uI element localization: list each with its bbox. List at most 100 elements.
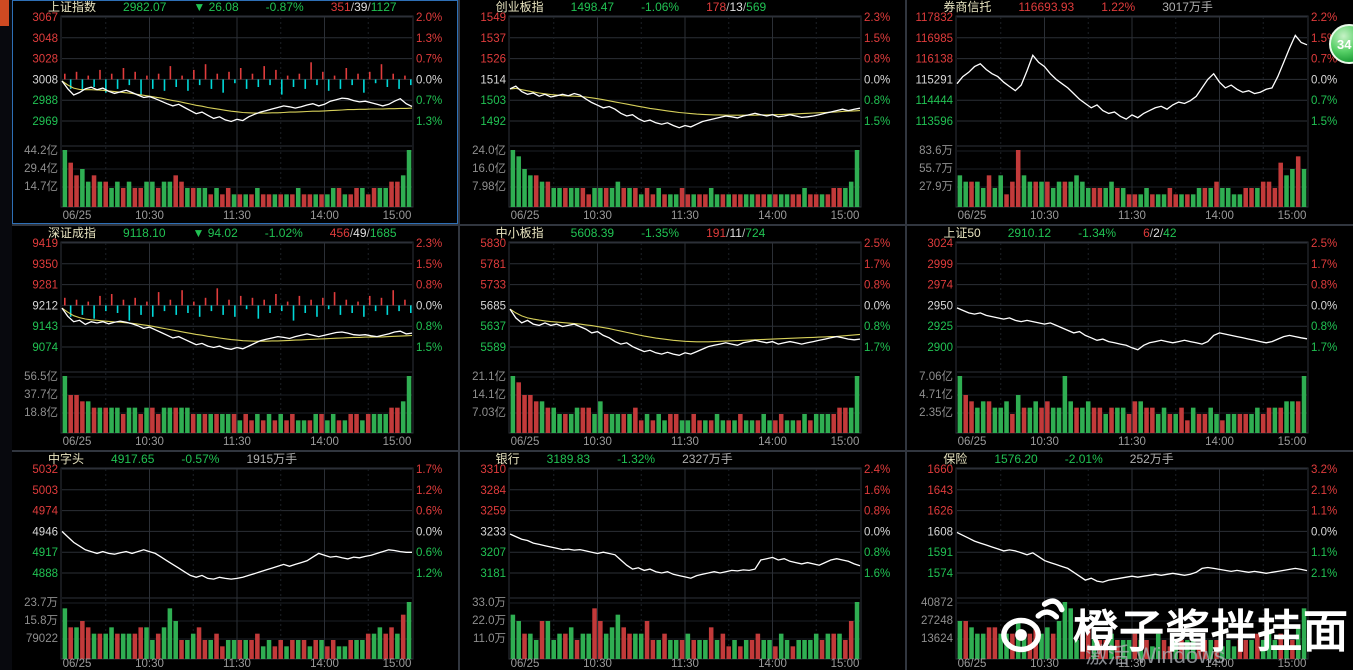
index-name: 中字头 — [48, 452, 85, 466]
svg-text:15:00: 15:00 — [830, 436, 859, 448]
intraday-chart: 1549 1537 1526 1514 1503 1492 2.3% 1.5% 0.8% 0.0%… — [472, 12, 890, 222]
svg-text:2999: 2999 — [928, 259, 954, 271]
index-panel[interactable]: 上证50 2910.12 -1.34% 6/2/42 3024 2999 2974 2950… — [907, 226, 1353, 450]
svg-text:2969: 2969 — [32, 116, 58, 128]
avg-line — [61, 307, 413, 342]
svg-text:3207: 3207 — [480, 547, 506, 559]
index-panel[interactable]: 创业板指 1498.47 -1.06% 178/13/569 1549 1537 1526… — [459, 0, 906, 224]
svg-text:06/25: 06/25 — [63, 436, 92, 448]
grid-lines — [955, 15, 1309, 208]
svg-text:3259: 3259 — [480, 506, 506, 518]
svg-text:21.1亿: 21.1亿 — [472, 370, 506, 383]
svg-text:14.7亿: 14.7亿 — [24, 180, 58, 193]
price-line — [957, 307, 1308, 351]
last-price: 1576.20 — [994, 452, 1038, 466]
grid-lines — [955, 467, 1309, 660]
svg-text:23.7万: 23.7万 — [24, 597, 58, 609]
svg-text:10:30: 10:30 — [135, 210, 164, 222]
price-line — [509, 85, 860, 129]
volume-bars — [62, 150, 412, 207]
svg-text:0.0%: 0.0% — [864, 74, 890, 86]
svg-text:10:30: 10:30 — [135, 658, 164, 670]
svg-text:11:30: 11:30 — [223, 210, 251, 222]
svg-text:55.7万: 55.7万 — [919, 163, 953, 175]
floating-ball-badge[interactable]: 34 — [1329, 24, 1353, 64]
watermark: 橙子酱拌挂面 — [997, 595, 1349, 660]
svg-text:9350: 9350 — [32, 259, 58, 271]
index-panel[interactable]: 深证成指 9118.10 ▼ 94.02 -1.02% 456/49/1685 9419… — [12, 226, 458, 450]
last-price: 116693.93 — [1018, 0, 1075, 14]
breadth: 456/49/1685 — [329, 226, 397, 240]
panel-header: 深证成指 9118.10 ▼ 94.02 -1.02% 456/49/1685 — [12, 226, 458, 241]
weibo-icon — [997, 596, 1065, 659]
svg-text:9212: 9212 — [32, 300, 58, 312]
svg-text:0.8%: 0.8% — [864, 547, 890, 559]
svg-text:1549: 1549 — [480, 12, 506, 24]
index-name: 上证指数 — [48, 0, 97, 14]
svg-text:5733: 5733 — [480, 280, 506, 292]
svg-text:10:30: 10:30 — [583, 210, 612, 222]
panel-header: 创业板指 1498.47 -1.06% 178/13/569 — [460, 0, 906, 15]
svg-text:1591: 1591 — [928, 547, 954, 559]
panel-header: 银行 3189.83 -1.32% 2327万手 — [460, 452, 906, 467]
last-price: 9118.10 — [123, 226, 166, 240]
index-panel[interactable]: 中小板指 5608.39 -1.35% 191/11/724 5830 5781 5733… — [459, 226, 906, 450]
svg-text:4917: 4917 — [32, 547, 58, 559]
svg-text:14.1亿: 14.1亿 — [472, 388, 506, 401]
svg-text:14:00: 14:00 — [310, 210, 339, 222]
svg-text:3284: 3284 — [480, 485, 506, 497]
svg-text:10:30: 10:30 — [583, 658, 612, 670]
svg-text:0.8%: 0.8% — [864, 280, 890, 292]
axis-labels: 5032 5003 4974 4946 4917 4888 1.7% 1.2% 0.6% 0.0%… — [24, 464, 442, 670]
svg-text:116985: 116985 — [916, 33, 954, 45]
svg-text:2974: 2974 — [928, 280, 954, 292]
svg-text:2.5%: 2.5% — [1311, 238, 1337, 250]
svg-text:11:30: 11:30 — [1118, 658, 1146, 670]
index-panel[interactable]: 上证指数 2982.07 ▼ 26.08 -0.87% 351/39/1127 3067… — [12, 0, 458, 224]
svg-text:22.0万: 22.0万 — [472, 615, 506, 627]
svg-text:3310: 3310 — [480, 464, 506, 476]
svg-text:1.3%: 1.3% — [416, 33, 442, 45]
svg-text:2988: 2988 — [32, 95, 58, 107]
svg-text:1.2%: 1.2% — [416, 568, 442, 580]
change-value: ▼ 26.08 — [193, 0, 239, 14]
svg-text:0.0%: 0.0% — [864, 300, 890, 312]
index-panel[interactable]: 保险 1576.20 -2.01% 252万手 1660 1643 1626 1608 159… — [907, 452, 1353, 670]
svg-text:3233: 3233 — [480, 526, 506, 538]
svg-text:2950: 2950 — [928, 300, 954, 312]
leader-bars — [64, 288, 412, 321]
svg-text:1.5%: 1.5% — [416, 259, 442, 271]
svg-text:3181: 3181 — [480, 568, 506, 580]
svg-text:06/25: 06/25 — [958, 210, 987, 222]
svg-text:3028: 3028 — [32, 54, 58, 66]
svg-text:15:00: 15:00 — [1278, 658, 1307, 670]
svg-text:2.1%: 2.1% — [1311, 485, 1337, 497]
change-percent: 1.22% — [1101, 0, 1136, 14]
svg-text:2.2%: 2.2% — [1311, 12, 1337, 24]
index-name: 中小板指 — [495, 226, 544, 240]
svg-text:3024: 3024 — [928, 238, 954, 250]
index-panel[interactable]: 中字头 4917.65 -0.57% 1915万手 5032 5003 4974 4946 4… — [12, 452, 458, 670]
turnover: 252万手 — [1129, 452, 1174, 466]
svg-text:1.1%: 1.1% — [1311, 547, 1337, 559]
index-panel[interactable]: 银行 3189.83 -1.32% 2327万手 3310 3284 3259 3233 32… — [459, 452, 906, 670]
turnover: 2327万手 — [682, 452, 733, 466]
svg-text:1537: 1537 — [480, 33, 506, 45]
price-line — [61, 80, 413, 123]
svg-text:29.4亿: 29.4亿 — [24, 162, 58, 175]
price-line — [61, 307, 413, 350]
intraday-chart: 5830 5781 5733 5685 5637 5589 2.5% 1.7% 0.8% 0.0%… — [472, 238, 890, 448]
avg-line — [509, 308, 860, 343]
svg-text:1626: 1626 — [928, 506, 954, 518]
index-panel[interactable]: 券商信托 116693.93 1.22% 3017万手 117832 116985 116… — [907, 0, 1353, 224]
svg-text:14:00: 14:00 — [758, 210, 787, 222]
svg-text:06/25: 06/25 — [510, 658, 539, 670]
volume-bars — [62, 376, 412, 433]
volume-bars — [510, 376, 859, 433]
breadth: 178/13/569 — [706, 0, 767, 14]
svg-text:1.5%: 1.5% — [864, 33, 890, 45]
svg-text:115291: 115291 — [916, 74, 954, 86]
svg-text:10:30: 10:30 — [1030, 658, 1059, 670]
svg-text:06/25: 06/25 — [958, 658, 987, 670]
